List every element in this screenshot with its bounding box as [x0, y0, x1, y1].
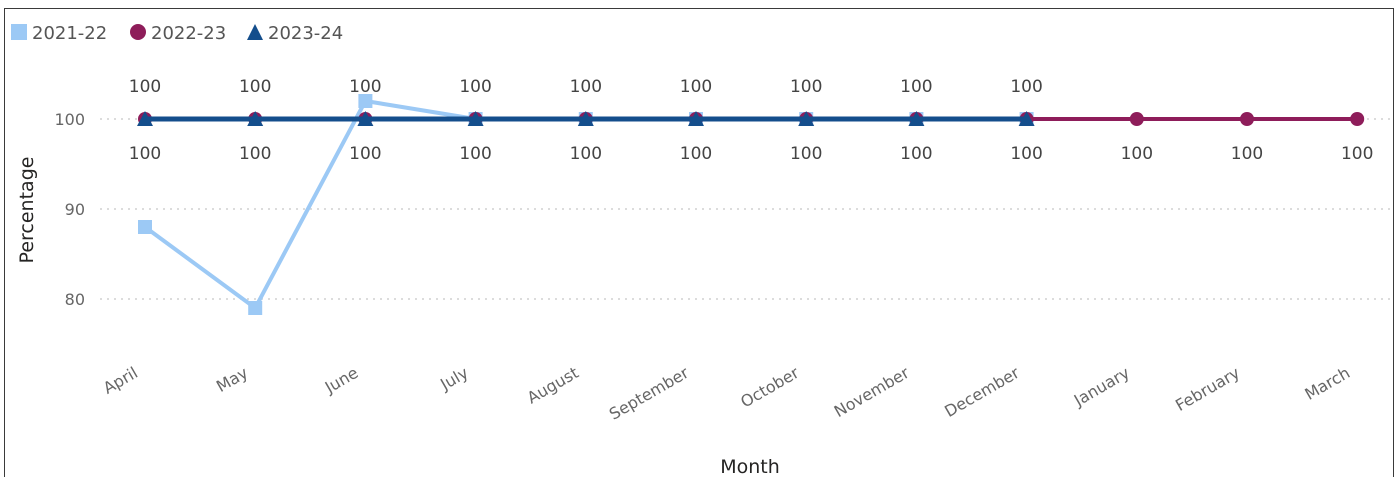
legend: 2021-22 2022-23 2023-24 [11, 23, 343, 44]
x-tick-label: April [100, 363, 141, 398]
data-label-2022-23: 100 [1121, 144, 1153, 164]
y-axis-ticks: 80 90 100 [54, 110, 85, 309]
data-label-2022-23: 100 [1231, 144, 1263, 164]
data-point-triangle[interactable] [908, 111, 925, 126]
series-layer [137, 94, 1365, 315]
x-tick-label: February [1172, 363, 1243, 415]
data-label-2022-23: 100 [1010, 144, 1042, 164]
chart-frame [4, 8, 1394, 477]
x-tick-label: January [1070, 363, 1133, 410]
data-label-2022-23: 100 [680, 144, 712, 164]
y-tick-label: 80 [65, 290, 85, 309]
data-point-triangle[interactable] [577, 111, 594, 126]
data-point-circle[interactable] [1350, 112, 1365, 126]
data-label-2022-23: 100 [790, 144, 822, 164]
legend-label: 2022-23 [151, 23, 226, 44]
data-point-triangle[interactable] [1018, 111, 1035, 126]
data-label-2023-24: 100 [459, 77, 491, 97]
data-point-square[interactable] [138, 220, 152, 234]
data-label-2022-23: 100 [349, 144, 381, 164]
data-label-2022-23: 100 [1341, 144, 1373, 164]
data-label-2023-24: 100 [680, 77, 712, 97]
data-label-2023-24: 100 [1010, 77, 1042, 97]
data-label-2023-24: 100 [349, 77, 381, 97]
x-tick-label: August [524, 363, 582, 407]
legend-marker-circle [130, 24, 146, 40]
series-line-2021-22 [143, 99, 1027, 310]
data-label-2022-23: 100 [570, 144, 602, 164]
x-axis-ticks: April May June July August September October No… [100, 363, 1353, 424]
data-point-triangle[interactable] [247, 111, 264, 126]
legend-item-2022-23[interactable]: 2022-23 [130, 23, 226, 44]
data-label-2023-24: 100 [239, 77, 271, 97]
y-tick-label: 100 [54, 110, 85, 129]
gridlines [100, 118, 1390, 300]
data-point-triangle[interactable] [798, 111, 815, 126]
data-point-triangle[interactable] [467, 111, 484, 126]
legend-label: 2021-22 [32, 23, 107, 44]
x-tick-label: December [941, 363, 1023, 421]
data-labels: 100 100 100 100 100 100 100 100 100 100 100 100 100 1… [129, 77, 1374, 164]
x-tick-label: May [213, 363, 251, 396]
x-tick-label: July [436, 363, 471, 394]
data-point-circle[interactable] [1240, 112, 1254, 126]
data-point-circle[interactable] [1129, 112, 1144, 126]
legend-item-2021-22[interactable]: 2021-22 [11, 23, 107, 44]
data-point-square[interactable] [358, 94, 373, 108]
data-label-2022-23: 100 [459, 144, 491, 164]
data-label-2023-24: 100 [900, 77, 932, 97]
legend-marker-triangle [247, 24, 263, 40]
legend-item-2023-24[interactable]: 2023-24 [247, 23, 343, 44]
x-tick-label: September [606, 363, 692, 424]
x-tick-label: October [737, 363, 802, 412]
data-label-2023-24: 100 [129, 77, 161, 97]
data-point-triangle[interactable] [688, 111, 704, 126]
data-point-triangle[interactable] [357, 111, 374, 126]
y-tick-label: 90 [65, 200, 85, 219]
x-tick-label: June [321, 363, 362, 397]
legend-marker-square [11, 24, 27, 40]
data-point-square[interactable] [248, 301, 263, 315]
data-label-2022-23: 100 [129, 144, 161, 164]
legend-label: 2023-24 [268, 23, 343, 44]
y-axis-title: Percentage [16, 157, 38, 264]
data-label-2023-24: 100 [790, 77, 822, 97]
data-label-2022-23: 100 [239, 144, 271, 164]
x-tick-label: November [831, 363, 913, 421]
data-label-2023-24: 100 [570, 77, 602, 97]
x-axis-title: Month [720, 456, 780, 477]
data-label-2022-23: 100 [900, 144, 932, 164]
data-point-triangle[interactable] [137, 111, 153, 126]
x-tick-label: March [1301, 363, 1353, 404]
